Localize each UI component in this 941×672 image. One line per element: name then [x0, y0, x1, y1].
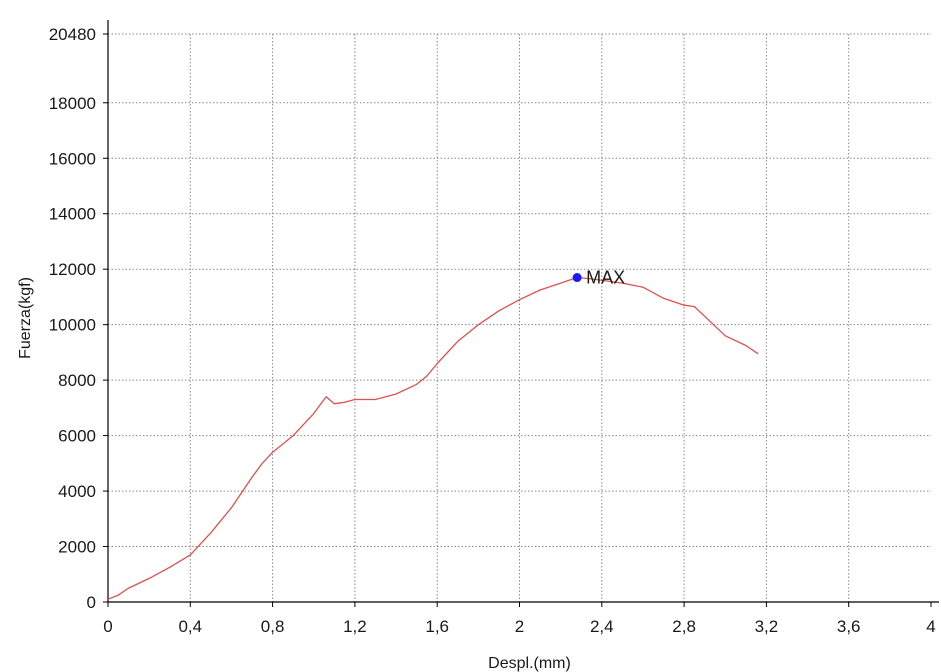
- y-tick-label: 10000: [49, 316, 96, 335]
- max-point-label: MAX: [586, 268, 625, 288]
- tick-labels: 0 0,4 0,8 1,2 1,6 2 2,4 2,8 3,2 3,6 4 0 2000 4000 6000…: [49, 25, 936, 636]
- x-tick-label: 2,8: [672, 617, 696, 636]
- x-tick-label: 0: [103, 617, 112, 636]
- x-tick-label: 3,6: [837, 617, 861, 636]
- y-tick-label: 18000: [49, 94, 96, 113]
- x-tick-label: 2: [515, 617, 524, 636]
- series-line: [107, 276, 759, 600]
- grid-lines: [108, 33, 931, 602]
- x-tick-label: 1,6: [425, 617, 449, 636]
- y-tick-label: 12000: [49, 260, 96, 279]
- y-tick-label: 8000: [58, 371, 96, 390]
- x-tick-label: 0,4: [178, 617, 202, 636]
- x-tick-label: 3,2: [755, 617, 779, 636]
- y-tick-label: 16000: [49, 149, 96, 168]
- annotations: MAX: [572, 268, 625, 288]
- y-tick-label: 2000: [58, 538, 96, 557]
- x-tick-label: 0,8: [261, 617, 285, 636]
- x-tick-label: 2,4: [590, 617, 614, 636]
- x-axis-title: Despl.(mm): [488, 655, 571, 672]
- y-tick-label: 0: [87, 593, 96, 612]
- y-tick-label: 14000: [49, 205, 96, 224]
- x-tick-label: 4: [926, 617, 935, 636]
- max-point-marker: [572, 273, 582, 283]
- y-tick-label: 20480: [49, 25, 96, 44]
- axes: [103, 20, 939, 607]
- y-tick-label: 4000: [58, 482, 96, 501]
- x-tick-label: 1,2: [343, 617, 367, 636]
- y-axis-title: Fuerza(kgf): [17, 277, 34, 359]
- y-tick-label: 6000: [58, 427, 96, 446]
- series-lines: [107, 276, 759, 600]
